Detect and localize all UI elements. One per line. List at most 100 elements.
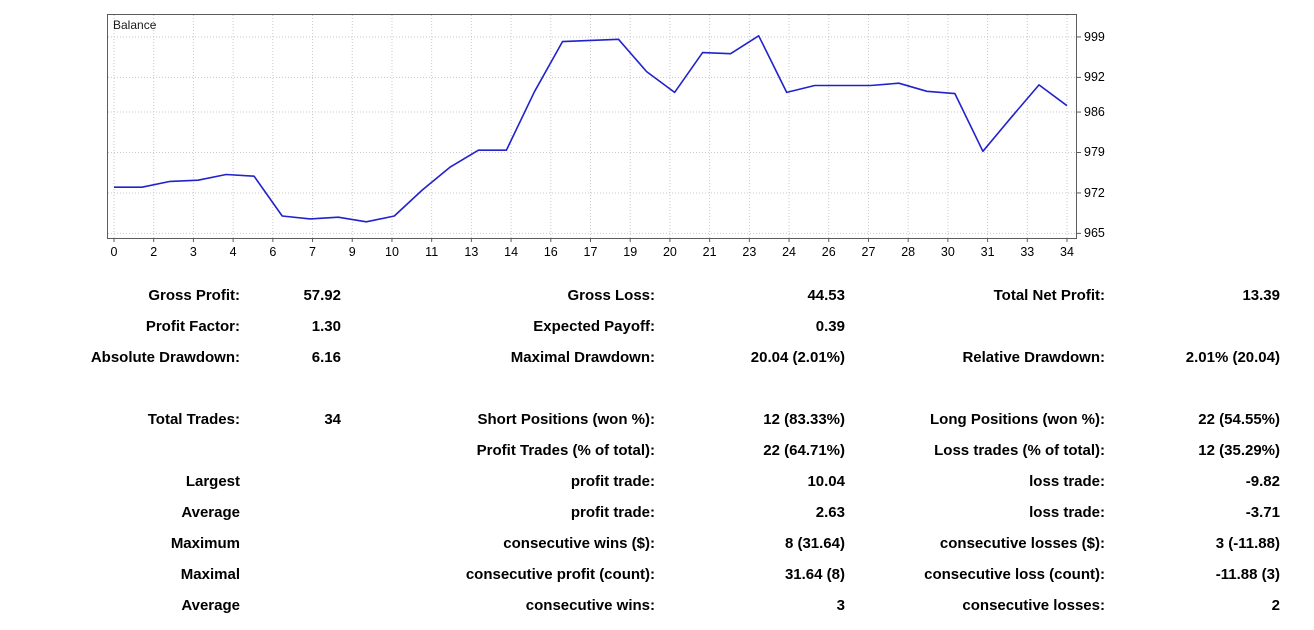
stat-label: loss trade: — [1029, 504, 1105, 521]
stat-label: profit trade: — [570, 473, 655, 490]
x-tick-label: 10 — [385, 245, 399, 259]
stat-value: 34 — [324, 411, 341, 428]
stats-row: Gross Profit: 57.92 Gross Loss: 44.53 To… — [0, 280, 1314, 311]
stat-label: Average — [181, 597, 240, 614]
x-tick-label: 33 — [1020, 245, 1035, 259]
stat-label: consecutive losses: — [962, 597, 1105, 614]
x-tick-label: 27 — [861, 245, 876, 259]
stat-label: Largest — [185, 473, 240, 490]
balance-line-chart — [108, 15, 1081, 242]
x-tick-label: 7 — [309, 245, 317, 259]
stat-label: Absolute Drawdown: — [90, 349, 240, 366]
x-tick-label: 14 — [504, 245, 519, 259]
stat-value: 12 (83.33%) — [763, 411, 845, 428]
stat-label: Profit Trades (% of total): — [476, 442, 655, 459]
x-tick-label: 31 — [980, 245, 995, 259]
stat-label: Total Net Profit: — [993, 287, 1105, 304]
chart-title: Balance — [113, 18, 157, 32]
stats-row: Profit Factor: 1.30 Expected Payoff: 0.3… — [0, 311, 1314, 342]
x-tick-label: 26 — [821, 245, 836, 259]
stat-value: 10.04 — [807, 473, 845, 490]
x-tick-label: 0 — [110, 245, 118, 259]
stats-table: Gross Profit: 57.92 Gross Loss: 44.53 To… — [0, 280, 1314, 621]
y-tick-label: 979 — [1084, 145, 1105, 160]
stat-value: 57.92 — [303, 287, 341, 304]
x-tick-label: 21 — [702, 245, 717, 259]
stat-value: 8 (31.64) — [784, 535, 845, 552]
stat-label: Long Positions (won %): — [930, 411, 1105, 428]
stat-value: 20.04 (2.01%) — [750, 349, 845, 366]
stats-row: Average profit trade: 2.63 loss trade: -… — [0, 497, 1314, 528]
stat-value: -11.88 (3) — [1215, 566, 1280, 583]
stat-label: Average — [181, 504, 240, 521]
x-tick-label: 28 — [901, 245, 916, 259]
stat-value: 3 (-11.88) — [1215, 535, 1280, 552]
strategy-tester-report: Balance 999 992 986 979 972 965 0 2 3 4 6 7 9 10 11 13… — [0, 14, 1314, 621]
x-tick-label: 16 — [543, 245, 558, 259]
stat-value: -3.71 — [1245, 504, 1280, 521]
x-tick-label: 11 — [425, 245, 439, 259]
stat-label: Profit Factor: — [145, 318, 240, 335]
stats-row: Absolute Drawdown: 6.16 Maximal Drawdown… — [0, 342, 1314, 373]
stat-label: Gross Profit: — [148, 287, 240, 304]
x-tick-label: 9 — [348, 245, 356, 259]
x-tick-label: 23 — [742, 245, 757, 259]
y-tick-label: 999 — [1084, 29, 1105, 44]
stat-value: 44.53 — [807, 287, 845, 304]
x-tick-label: 17 — [583, 245, 598, 259]
balance-line — [114, 34, 1068, 223]
stat-value: 1.30 — [311, 318, 341, 335]
y-tick-label: 965 — [1084, 226, 1105, 241]
stat-value: 31.64 (8) — [784, 566, 845, 583]
stat-label: consecutive loss (count): — [924, 566, 1105, 583]
stat-label: consecutive profit (count): — [465, 566, 655, 583]
x-tick-label: 24 — [782, 245, 796, 259]
stat-label: Short Positions (won %): — [477, 411, 656, 428]
stat-value: -9.82 — [1245, 473, 1280, 490]
x-tick-label: 30 — [940, 245, 955, 259]
stat-label: consecutive losses ($): — [939, 535, 1105, 552]
stat-label: Expected Payoff: — [533, 318, 655, 335]
stat-value: 0.39 — [815, 318, 845, 335]
stat-label: profit trade: — [570, 504, 655, 521]
stats-row: Total Trades: 34 Short Positions (won %)… — [0, 404, 1314, 435]
x-tick-label: 3 — [189, 245, 197, 259]
stat-value: 3 — [836, 597, 845, 614]
stat-value: 2 — [1271, 597, 1280, 614]
stats-row: Average consecutive wins: 3 consecutive … — [0, 590, 1314, 621]
stat-label: consecutive wins ($): — [503, 535, 655, 552]
stat-label: Loss trades (% of total): — [934, 442, 1105, 459]
stat-label: loss trade: — [1029, 473, 1105, 490]
stat-label: Maximum — [170, 535, 240, 552]
x-tick-label: 34 — [1060, 245, 1074, 259]
stats-row: Maximum consecutive wins ($): 8 (31.64) … — [0, 528, 1314, 559]
stat-value: 6.16 — [311, 349, 341, 366]
stat-value: 22 (64.71%) — [763, 442, 845, 459]
x-tick-label: 2 — [150, 245, 158, 259]
stat-value: 2.01% (20.04) — [1185, 349, 1280, 366]
stat-label: Maximal — [180, 566, 240, 583]
stat-label: Maximal Drawdown: — [510, 349, 655, 366]
stats-row: Maximal consecutive profit (count): 31.6… — [0, 559, 1314, 590]
spacer-row — [0, 373, 1314, 404]
stat-value: 12 (35.29%) — [1198, 442, 1280, 459]
x-tick-label: 4 — [229, 245, 237, 259]
balance-chart: Balance 999 992 986 979 972 965 0 2 3 4 6 7 9 10 11 13… — [107, 14, 1307, 264]
x-tick-label: 13 — [464, 245, 479, 259]
stat-label: Total Trades: — [147, 411, 240, 428]
x-tick-label: 20 — [662, 245, 677, 259]
stat-value: 22 (54.55%) — [1198, 411, 1280, 428]
stat-label: Gross Loss: — [567, 287, 655, 304]
y-tick-label: 992 — [1084, 70, 1105, 85]
stat-value: 13.39 — [1242, 287, 1280, 304]
stat-value: 2.63 — [815, 504, 845, 521]
chart-plot-area: Balance — [107, 14, 1081, 242]
x-tick-label: 6 — [269, 245, 277, 259]
x-tick-label: 19 — [623, 245, 638, 259]
y-tick-label: 986 — [1084, 105, 1105, 120]
stat-label: consecutive wins: — [525, 597, 655, 614]
stats-row: Largest profit trade: 10.04 loss trade: … — [0, 466, 1314, 497]
stat-label: Relative Drawdown: — [962, 349, 1105, 366]
y-tick-label: 972 — [1084, 185, 1105, 200]
stats-row: Profit Trades (% of total): 22 (64.71%) … — [0, 435, 1314, 466]
